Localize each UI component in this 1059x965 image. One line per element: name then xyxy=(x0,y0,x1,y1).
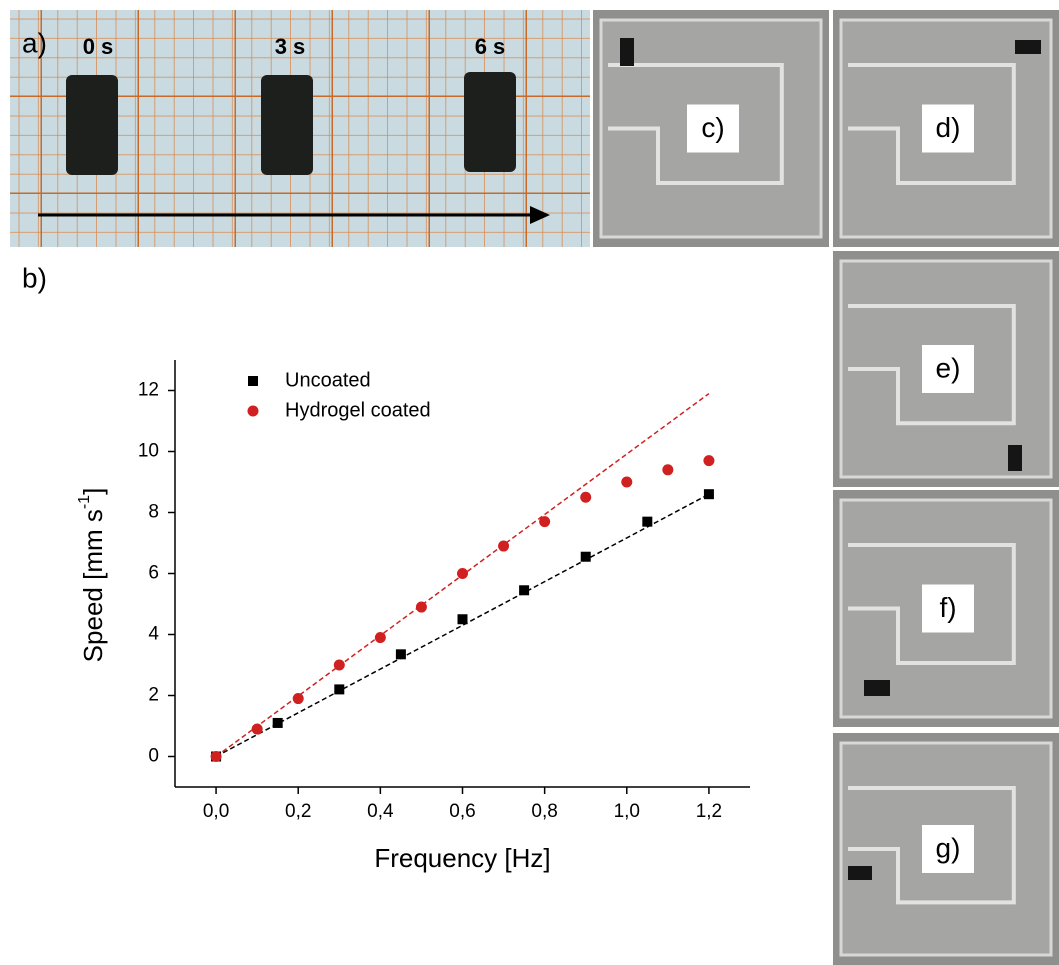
point xyxy=(374,632,386,644)
panel-label: d) xyxy=(936,112,961,143)
fit-line xyxy=(215,493,710,758)
maze-wall xyxy=(608,63,784,186)
y-axis-label-part: ] xyxy=(78,488,108,495)
time-label: 6 s xyxy=(475,34,506,59)
legend-label: Hydrogel coated xyxy=(285,399,431,421)
x-tick-label: 0,6 xyxy=(449,801,475,822)
point xyxy=(333,659,345,671)
photos: c) d) e) f) g) xyxy=(593,10,1059,965)
point xyxy=(498,540,510,552)
time-label: 3 s xyxy=(275,34,306,59)
panel-label: f) xyxy=(939,592,956,623)
robot xyxy=(1015,40,1041,54)
y-tick-label: 12 xyxy=(138,380,159,401)
point xyxy=(334,684,345,695)
label-box xyxy=(687,104,739,153)
point xyxy=(580,491,592,503)
y-tick-label: 2 xyxy=(148,685,159,706)
point xyxy=(395,649,406,660)
legend-label: Uncoated xyxy=(285,369,371,391)
maze-wall xyxy=(848,304,1016,426)
point xyxy=(251,723,263,735)
label-box xyxy=(922,584,974,633)
point xyxy=(210,751,222,762)
point xyxy=(457,568,468,579)
point xyxy=(415,601,427,613)
point xyxy=(457,614,468,625)
y-axis-label-part: Speed [mm s xyxy=(78,509,108,662)
label-box xyxy=(922,345,974,393)
x-tick-label: 0,4 xyxy=(367,801,394,822)
point xyxy=(703,489,714,500)
maze-wall xyxy=(848,543,1016,666)
panel-label: e) xyxy=(936,352,961,383)
photo: e) xyxy=(833,251,1059,487)
panel-label: b) xyxy=(22,262,47,293)
point xyxy=(621,476,633,488)
x-tick-label: 0,0 xyxy=(203,801,229,822)
y-axis-label: Speed [mm s-1] xyxy=(76,488,108,663)
y-tick-label: 8 xyxy=(148,502,159,523)
photo-a: a) 0 s 3 s 6 s xyxy=(10,10,590,247)
photo: c) xyxy=(593,10,829,247)
x-tick-label: 1,2 xyxy=(696,801,722,822)
legend-marker xyxy=(247,405,259,417)
point xyxy=(580,551,591,562)
x-tick-label: 0,8 xyxy=(531,801,557,822)
robot xyxy=(848,866,872,880)
panel-label: g) xyxy=(936,832,961,863)
y-tick-label: 4 xyxy=(148,624,159,645)
robot xyxy=(864,680,890,696)
robot xyxy=(1008,445,1022,471)
point xyxy=(662,464,674,476)
legend-marker xyxy=(248,376,258,386)
chart: 0 2 4 6 8 10 12 0,0 0,2 0,4 0,6 0,8 1,0 1,2 Frequency … xyxy=(76,360,750,873)
label-box xyxy=(922,104,974,153)
panel-label: a) xyxy=(22,27,47,58)
photo: d) xyxy=(833,10,1059,247)
robot xyxy=(620,38,634,66)
panel-label: c) xyxy=(701,112,724,143)
x-tick-label: 0,2 xyxy=(285,801,311,822)
y-axis-label-part: -1 xyxy=(76,495,93,509)
label-box xyxy=(922,825,974,873)
x-tick-label: 1,0 xyxy=(614,801,640,822)
point xyxy=(272,717,283,728)
photo: f) xyxy=(833,490,1059,727)
y-tick-label: 10 xyxy=(138,441,159,462)
maze-wall xyxy=(848,63,1016,186)
y-tick-label: 0 xyxy=(148,746,159,767)
time-label: 0 s xyxy=(83,34,114,59)
point xyxy=(292,693,304,705)
point xyxy=(539,516,551,528)
point xyxy=(703,455,715,467)
maze-wall xyxy=(848,786,1016,905)
point xyxy=(519,585,530,596)
x-axis-label: Frequency [Hz] xyxy=(374,843,550,873)
point xyxy=(642,516,653,527)
y-tick-label: 6 xyxy=(148,563,159,584)
photo: g) xyxy=(833,733,1059,965)
